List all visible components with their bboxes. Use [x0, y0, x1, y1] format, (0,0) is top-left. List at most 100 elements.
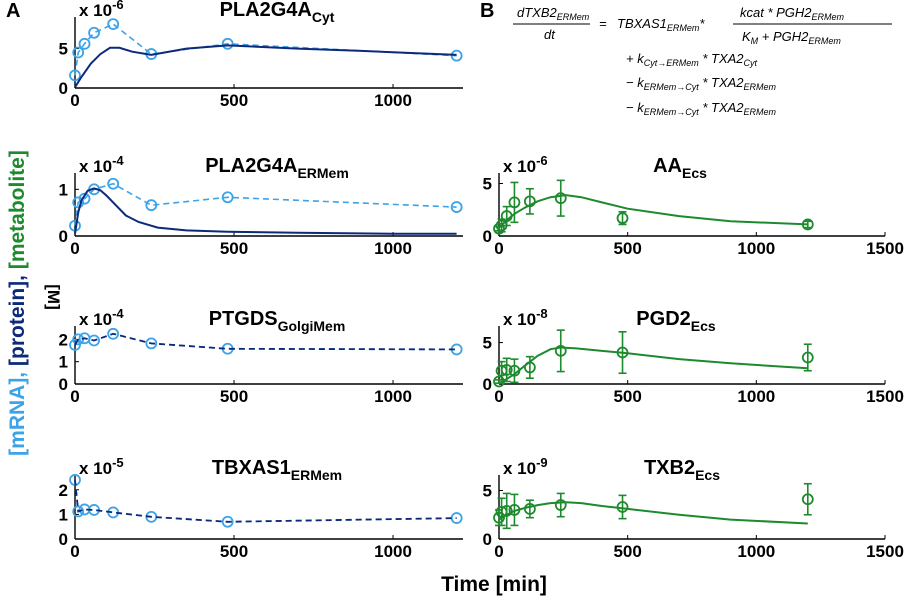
data-point — [72, 196, 85, 209]
data-point — [221, 191, 234, 204]
y-tick-label: 1 — [59, 180, 68, 199]
data-point — [450, 201, 463, 213]
x-tick-label: 0 — [70, 387, 79, 406]
exponent-label: x 10-4 — [79, 306, 124, 329]
svg-text:+ kCyt→ERMem * TXA2Cyt: + kCyt→ERMem * TXA2Cyt — [626, 51, 758, 68]
x-tick-label: 1500 — [866, 239, 904, 258]
data-point — [493, 222, 505, 235]
data-point — [450, 512, 463, 524]
subplot-pla2g4a_ermem: 0 500 1000 0 1 x 10-4 PLA2G4AERMem — [59, 153, 463, 258]
subplot-txb2_ecs: 0 500 1000 1500 0 5 x 10-9 TXB2Ecs — [483, 455, 904, 561]
series-line-mRNA — [74, 182, 457, 226]
y-tick-label: 5 — [59, 40, 68, 59]
x-axis-label: Time [min] — [441, 573, 547, 596]
data-point — [78, 192, 91, 205]
data-point — [72, 505, 85, 518]
subplot-title: TXB2Ecs — [644, 457, 720, 483]
y-label-protein: [protein], — [6, 275, 29, 366]
data-point — [801, 493, 814, 506]
svg-text:[M]: [M] — [44, 284, 63, 309]
series-line-protein — [74, 44, 457, 88]
svg-text:dt: dt — [544, 27, 556, 42]
x-tick-label: 1000 — [374, 239, 412, 258]
data-point — [69, 69, 81, 82]
svg-text:[mRNA], [protein], [metabolite: [mRNA], [protein], [metabolite] — [6, 150, 29, 456]
y-tick-label: 0 — [59, 79, 68, 98]
x-tick-label: 500 — [613, 239, 641, 258]
x-tick-label: 1000 — [374, 542, 412, 561]
svg-text:TBXAS1ERMem*: TBXAS1ERMem* — [617, 16, 705, 33]
data-point — [554, 192, 567, 205]
data-point — [508, 196, 521, 209]
subplot-title: PLA2G4ACyt — [220, 0, 335, 25]
series-line-protein — [74, 187, 457, 235]
data-point — [107, 18, 120, 31]
y-tick-label: 2 — [59, 330, 68, 349]
series-line-metabolite-model — [498, 194, 808, 229]
series-line-mRNA — [74, 332, 457, 351]
data-point — [493, 511, 505, 524]
x-tick-label: 0 — [494, 542, 503, 561]
subplot-title: PLA2G4AERMem — [205, 155, 349, 181]
subplot-title: PGD2Ecs — [636, 308, 716, 334]
data-point — [523, 195, 536, 208]
subplot-pla2g4a_cyt: 0 500 1000 0 5 x 10-6 PLA2G4ACyt — [59, 0, 463, 110]
data-point — [500, 364, 513, 376]
data-point — [801, 351, 814, 364]
y-tick-label: 2 — [59, 481, 68, 500]
series-line-protein — [74, 332, 457, 351]
y-label-metabolite: [metabolite] — [6, 150, 29, 269]
series-line-mRNA — [74, 479, 457, 523]
y-label-mrna: [mRNA], — [6, 372, 29, 456]
x-tick-label: 1500 — [866, 542, 904, 561]
subplot-aa_ecs: 0 500 1000 1500 0 5 x 10-6 AAEcs — [483, 153, 904, 258]
x-tick-label: 1000 — [737, 239, 775, 258]
data-point — [107, 327, 120, 340]
x-tick-label: 1000 — [737, 387, 775, 406]
x-tick-label: 500 — [220, 542, 248, 561]
y-tick-label: 5 — [483, 175, 492, 194]
data-point — [107, 177, 120, 190]
x-tick-label: 1500 — [866, 387, 904, 406]
y-tick-label: 5 — [483, 334, 492, 353]
data-point — [145, 337, 158, 350]
y-tick-label: 1 — [59, 353, 68, 372]
x-tick-label: 500 — [220, 387, 248, 406]
subplot-title: AAEcs — [653, 155, 707, 181]
svg-text:KM + PGH2ERMem: KM + PGH2ERMem — [742, 29, 841, 46]
series-line-protein — [74, 479, 457, 523]
exponent-label: x 10-5 — [79, 455, 124, 478]
x-tick-label: 500 — [220, 239, 248, 258]
svg-text:kcat * PGH2ERMem: kcat * PGH2ERMem — [740, 5, 845, 22]
x-tick-label: 1000 — [374, 91, 412, 110]
subplot-title: TBXAS1ERMem — [212, 457, 342, 483]
data-point — [554, 344, 567, 357]
exponent-label: x 10-9 — [503, 455, 548, 478]
subplot-title: PTGDSGolgiMem — [209, 308, 346, 334]
panel-label-a: A — [6, 0, 20, 22]
x-tick-label: 0 — [70, 91, 79, 110]
y-tick-label: 0 — [483, 375, 492, 394]
data-point — [221, 37, 234, 50]
series-line-metabolite-model — [498, 346, 808, 385]
data-point — [78, 37, 91, 50]
x-tick-label: 1000 — [737, 542, 775, 561]
exponent-label: x 10-6 — [503, 153, 548, 176]
data-point — [221, 515, 234, 528]
y-tick-label: 0 — [483, 530, 492, 549]
data-point — [88, 334, 100, 347]
x-tick-label: 0 — [70, 542, 79, 561]
panel-label-b: B — [480, 0, 494, 22]
subplot-pgd2_ecs: 0 500 1000 1500 0 5 x 10-8 PGD2Ecs — [483, 306, 904, 406]
y-tick-label: 0 — [59, 375, 68, 394]
y-tick-label: 0 — [59, 227, 68, 246]
x-tick-label: 1000 — [374, 387, 412, 406]
data-point — [616, 212, 629, 225]
x-tick-label: 0 — [70, 239, 79, 258]
x-tick-label: 0 — [494, 387, 503, 406]
svg-text:dTXB2ERMem: dTXB2ERMem — [517, 5, 590, 22]
exponent-label: x 10-8 — [503, 306, 548, 329]
